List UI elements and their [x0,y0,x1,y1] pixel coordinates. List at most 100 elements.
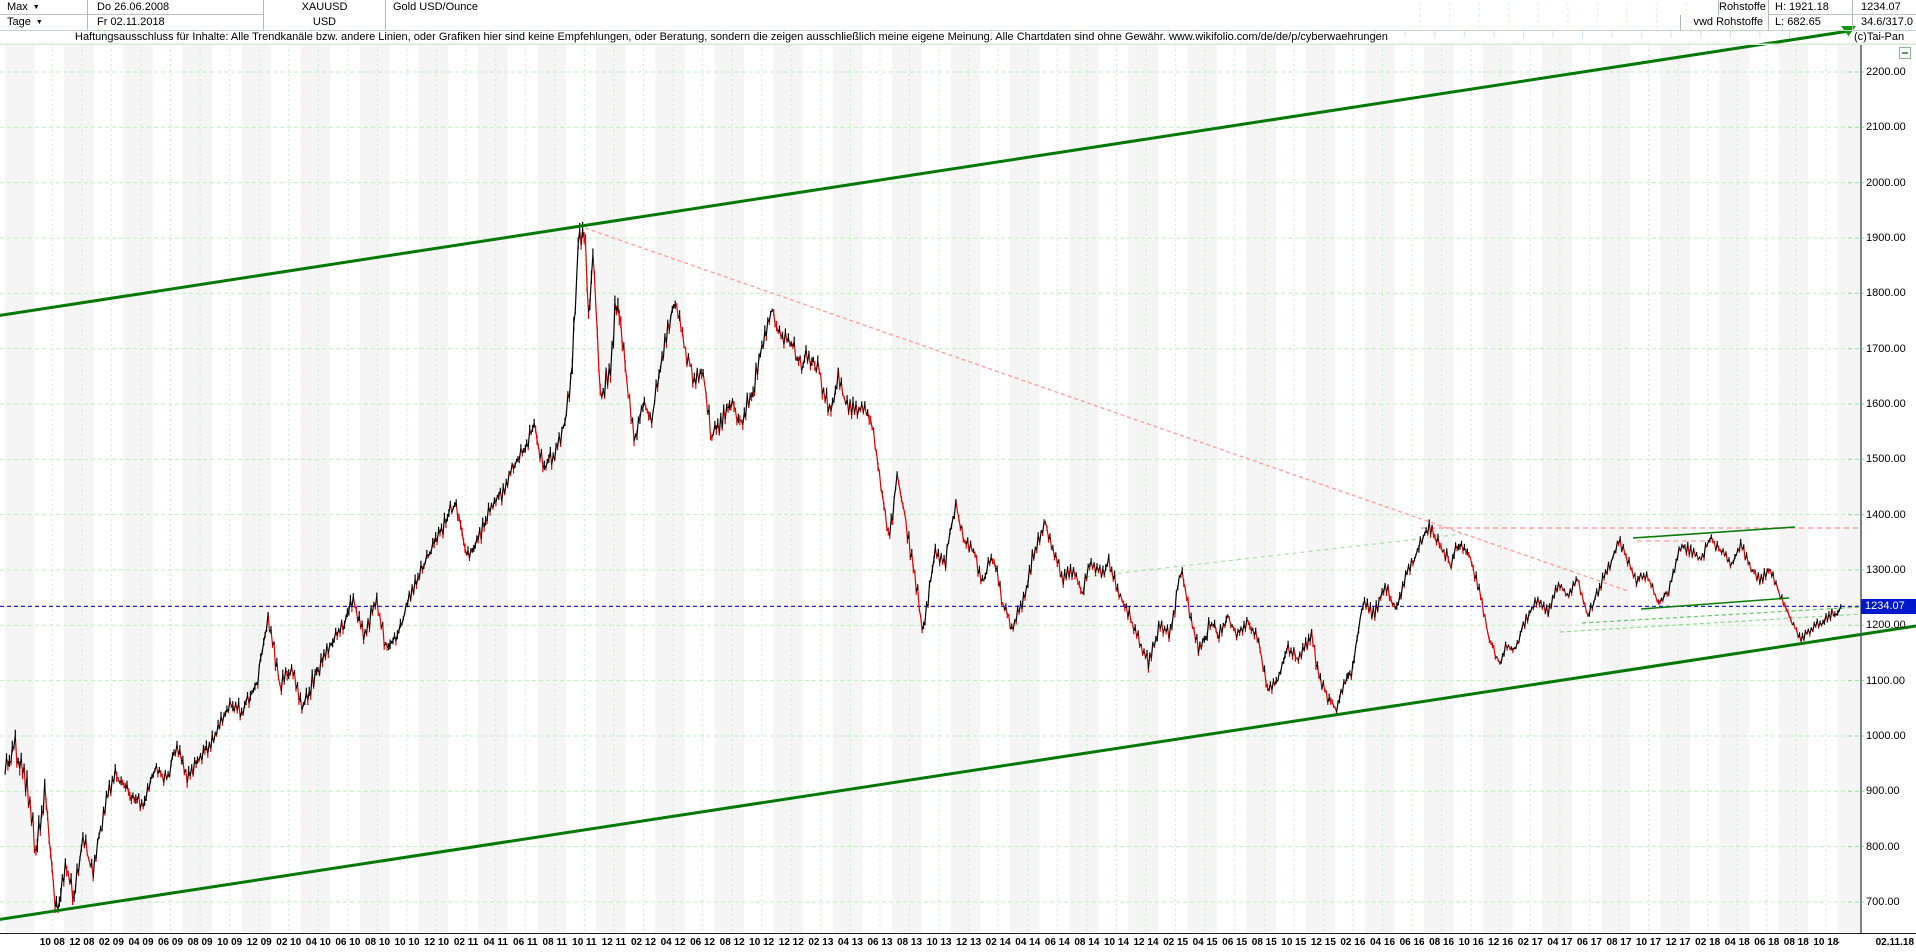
y-axis-label: 1600.00 [1866,398,1906,410]
interval-selector-dropdown[interactable]: Tage ▼ [0,15,88,30]
y-axis-label: 1400.00 [1866,508,1906,521]
x-axis-label: 02 10 [276,937,302,948]
chevron-down-icon: ▼ [32,4,40,11]
x-axis-label: 06 14 [1044,937,1070,948]
x-axis-label: 08 12 [719,937,745,948]
x-axis-label: 04 16 [1369,937,1396,948]
x-axis-label: 10 18 [1813,937,1839,948]
instrument-title: Gold USD/Ounce [393,1,478,13]
chevron-down-icon: ▼ [35,19,43,26]
x-axis-label: 02 11 [453,937,479,948]
y-axis-label: 1800.00 [1866,287,1906,300]
y-axis-label: 1100.00 [1866,674,1905,687]
x-axis-label: 06 16 [1399,937,1425,948]
x-axis-end-date: 02.11.18 [1875,937,1914,948]
y-axis-label: 800.00 [1866,840,1900,853]
x-axis-label: 08 14 [1074,937,1100,948]
x-axis-end-dash: - [1836,937,1840,948]
collapse-icon[interactable] [1899,47,1911,59]
x-axis-label: 04 17 [1547,937,1573,948]
change-value: 34.6/317.0 [1852,15,1916,30]
copyright-label: (c)Tai-Pan [1854,31,1905,43]
x-axis-label: 02 17 [1517,937,1543,948]
y-axis-label: 1300.00 [1866,564,1906,576]
x-axis-label: 08 15 [1251,937,1277,948]
x-axis-label: 10 10 [394,937,420,948]
x-axis-label: 04 09 [128,937,154,948]
x-axis-label: 08 11 [542,937,568,948]
market-label: Rohstoffe [1718,0,1768,15]
period-low-value: L: 682.65 [1768,15,1852,30]
x-axis-label: 02 13 [808,937,834,948]
range-selector-label: Max [7,1,28,13]
x-axis-label: 02 09 [98,937,124,948]
x-axis-label: 08 13 [896,937,923,948]
x-axis-label: 10 12 [749,937,775,948]
y-axis-label: 1200.00 [1866,619,1906,632]
period-high-value: H: 1921.18 [1768,0,1852,15]
x-axis-label: 04 14 [1015,937,1041,948]
x-axis-label: 10 15 [1281,937,1307,948]
y-axis-label: 1500.00 [1866,453,1906,466]
x-axis-label: 02 16 [1340,937,1366,948]
data-provider-label: vwd Rohstoffe [1680,15,1768,30]
y-axis-label: 2100.00 [1866,121,1906,134]
x-axis-label: 12 13 [956,937,982,948]
x-axis-label: 06 15 [1222,937,1248,948]
x-axis-label: 12 15 [1310,937,1336,948]
interval-selector-label: Tage [7,16,31,28]
x-axis-label: 12 10 [424,937,450,948]
x-axis-label: 04 15 [1192,937,1218,948]
x-axis-label: 10 14 [1103,937,1130,948]
x-axis-label: 12 08 [69,937,95,948]
y-axis-label: 2000.00 [1866,176,1906,189]
x-axis-label: 06 10 [335,937,361,948]
x-axis-label: 12 12 [778,937,804,948]
x-axis-label: 06 17 [1576,937,1602,948]
x-axis-label: 12 09 [246,937,272,948]
x-axis-label: 02 14 [985,937,1011,948]
x-axis-label: 02 18 [1695,937,1721,948]
x-axis-label: 10 16 [1458,937,1484,948]
date-to-field[interactable]: Fr 02.11.2018 [88,15,264,30]
last-price-value: 1234.07 [1852,0,1916,15]
y-axis-label: 1900.00 [1866,232,1906,244]
x-axis-label: 10 09 [217,937,243,948]
x-axis-label: 10 17 [1635,937,1662,948]
last-price-badge: 1234.07 [1861,599,1916,614]
y-axis-label: 2200.00 [1866,66,1906,78]
minus-glyph [1902,52,1908,54]
x-axis-label: 12 17 [1665,937,1691,948]
x-axis-label: 12 16 [1488,937,1514,948]
x-axis-label: 06 11 [513,937,538,948]
x-axis-label: 04 13 [837,937,863,948]
x-axis-label: 04 18 [1724,937,1750,948]
x-axis-label: 04 11 [483,937,508,948]
x-axis-label: 10 08 [39,937,65,948]
y-axis-label: 1000.00 [1866,730,1906,742]
x-axis-label: 02 15 [1163,937,1189,948]
x-axis-label: 08 09 [187,937,213,948]
x-axis-label: 06 12 [690,937,716,948]
y-axis-label: 700.00 [1866,896,1900,908]
symbol-label: XAUUSD [264,0,386,15]
range-selector-dropdown[interactable]: Max ▼ [0,0,88,15]
disclaimer-text: Haftungsausschluss für Inhalte: Alle Tre… [75,31,1388,43]
x-axis-label: 04 10 [305,937,331,948]
x-axis-label: 12 11 [601,937,627,948]
x-axis-label: 06 13 [867,937,893,948]
y-axis-label: 900.00 [1866,785,1900,798]
x-axis-label: 12 14 [1133,937,1159,948]
x-axis-label: 08 10 [364,937,391,948]
x-axis-label: 08 18 [1783,937,1809,948]
x-axis-label: 10 11 [572,937,597,948]
y-axis-label: 1700.00 [1866,342,1906,355]
currency-label: USD [264,15,386,30]
x-axis-label: 08 16 [1429,937,1455,948]
date-from-field[interactable]: Do 26.06.2008 [88,0,264,15]
x-axis-label: 08 17 [1606,937,1632,948]
x-axis-strip [0,933,1916,952]
x-axis-label: 06 18 [1754,937,1780,948]
